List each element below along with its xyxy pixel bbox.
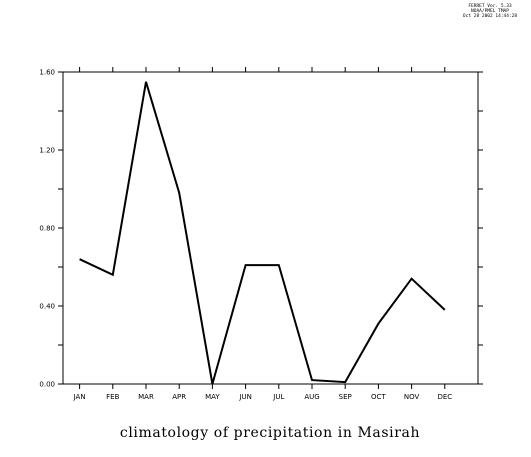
x-tick-label: AUG (304, 393, 319, 401)
x-tick-label: APR (172, 393, 186, 401)
x-axis: JAN FEB MAR APR MAY JUN JUL AUG SEP OCT NOV DEC (73, 67, 452, 401)
x-tick-label: FEB (106, 393, 119, 401)
y-tick-label: 1.60 (39, 69, 55, 77)
plot-frame (62, 71, 479, 385)
x-tick-label: SEP (339, 393, 352, 401)
x-tick-label: MAR (138, 393, 154, 401)
x-tick-label: JAN (73, 393, 86, 401)
series (79, 81, 446, 385)
x-tick-label: JUL (272, 393, 284, 401)
y-tick-label: 0.00 (39, 381, 55, 389)
x-tick-label: DEC (437, 393, 452, 401)
stamp-date: Oct 28 2002 14:44:28 (462, 14, 518, 19)
x-tick-label: MAY (205, 393, 220, 401)
plot-border (62, 71, 479, 385)
precipitation-line (79, 81, 446, 385)
stamp-org: NOAA/PMEL TMAP (471, 9, 509, 14)
chart-title: climatology of precipitation in Masirah (120, 425, 420, 441)
y-axis: 0.00 0.40 0.80 1.20 1.60 (39, 69, 483, 389)
stamp-version: FERRET Ver. 5.33 (468, 4, 512, 9)
x-tick-label: JUN (238, 393, 251, 401)
y-tick-label: 0.80 (39, 225, 55, 233)
y-tick-label: 1.20 (39, 147, 55, 155)
y-tick-label: 0.40 (39, 303, 55, 311)
x-tick-label: OCT (371, 393, 386, 401)
ferret-stamp: FERRET Ver. 5.33 NOAA/PMEL TMAP Oct 28 2… (452, 4, 528, 19)
x-tick-label: NOV (404, 393, 420, 401)
